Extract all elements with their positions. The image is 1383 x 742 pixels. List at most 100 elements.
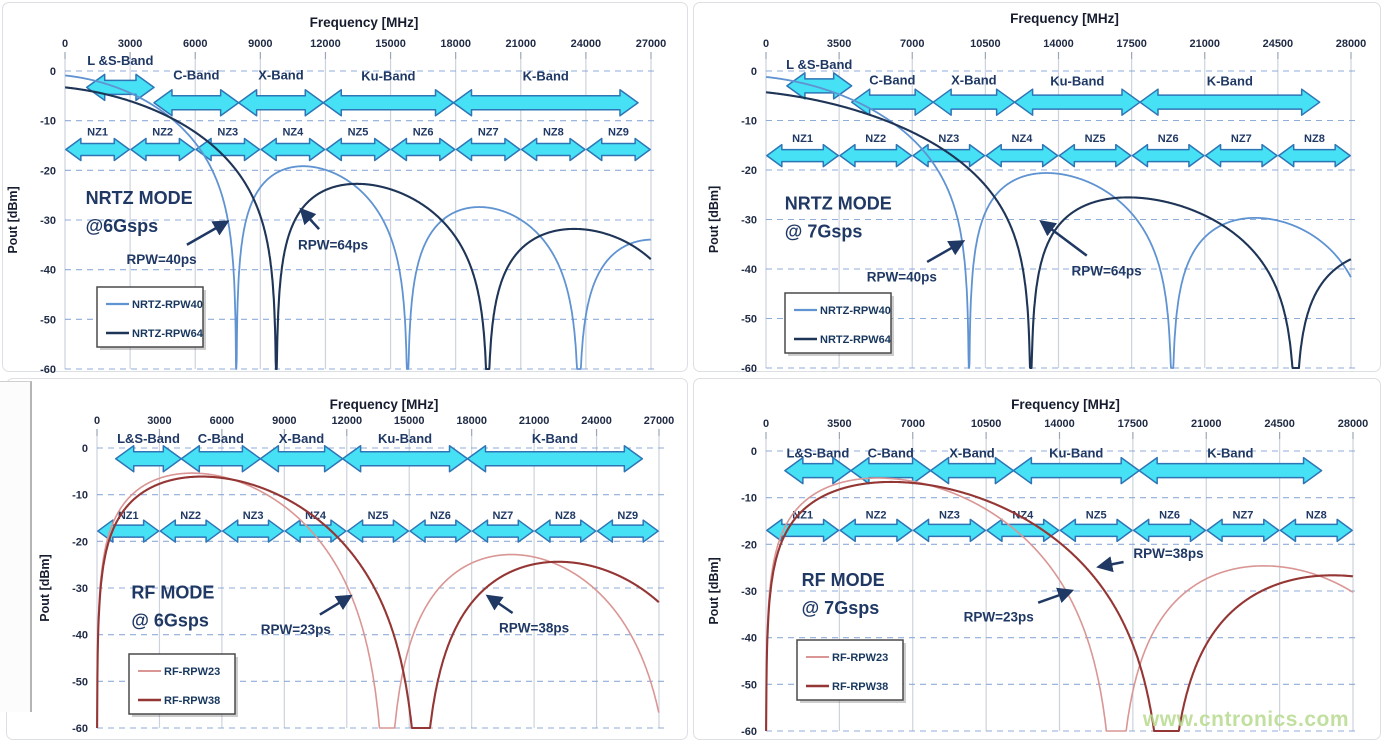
y-axis-title: Pout [dBm] — [38, 554, 52, 621]
x-tick-label: 21000 — [1191, 418, 1222, 430]
x-tick-label: 15000 — [375, 38, 406, 50]
x-axis-title: Frequency [MHz] — [1011, 397, 1120, 412]
band-arrow — [153, 89, 240, 117]
nyquist-zone-arrow — [520, 137, 586, 162]
band-label: L&S-Band — [117, 431, 180, 446]
nyquist-zone-label: NZ4 — [282, 127, 304, 139]
nyquist-zone-label: NZ5 — [368, 510, 389, 522]
x-tick-label: 24500 — [1263, 38, 1294, 50]
x-tick-label: 3000 — [147, 415, 171, 427]
x-tick-label: 21000 — [1189, 38, 1220, 50]
window-edge-artifact — [0, 381, 32, 712]
nyquist-zone-label: NZ8 — [555, 510, 576, 522]
panel-nrtz-mode-6gsps: 0 3000 6000 9000 12000 15000 18000 21000 24000 27… — [2, 2, 688, 376]
y-tick-label: -40 — [72, 630, 88, 642]
x-tick-label: 3000 — [118, 38, 142, 50]
band-label: X-Band — [258, 67, 304, 82]
mode-label-line1: RF MODE — [802, 570, 885, 590]
annotation-arrow — [1037, 587, 1075, 604]
nyquist-zone-arrow — [284, 519, 347, 543]
annotation-text: RPW=64ps — [1071, 263, 1141, 278]
nyquist-zone-label: NZ1 — [792, 133, 813, 145]
nyquist-zone-label: NZ1 — [792, 509, 813, 521]
x-axis-title: Frequency [MHz] — [330, 397, 439, 412]
curve-NRTZ-RPW64 — [765, 91, 1352, 369]
nyquist-zone-arrow — [1204, 143, 1278, 168]
band-arrow — [850, 456, 932, 485]
nyquist-zone-label: NZ2 — [866, 509, 887, 521]
band-arrow — [180, 444, 262, 473]
y-tick-label: -50 — [40, 314, 56, 326]
nyquist-zone-label: NZ3 — [217, 127, 238, 139]
mode-label-line2: @ 7Gsps — [802, 598, 880, 618]
band-arrow — [466, 444, 644, 473]
annotation-arrow — [186, 220, 230, 246]
curve-RF-RPW23 — [765, 477, 1354, 732]
nyquist-zone-arrow — [1131, 143, 1205, 168]
nyquist-zone-label: NZ2 — [865, 133, 886, 145]
nyquist-zone-label: NZ8 — [1304, 133, 1325, 145]
nyquist-zone-label: NZ7 — [492, 510, 513, 522]
x-tick-label: 12000 — [310, 38, 341, 50]
legend-entry-label: NRTZ-RPW40 — [820, 305, 891, 317]
band-label: X-Band — [949, 445, 995, 460]
y-tick-label: -20 — [40, 165, 56, 177]
x-tick-label: 12000 — [331, 415, 362, 427]
band-arrow — [1012, 456, 1140, 485]
nyquist-zone-arrow — [534, 519, 597, 543]
nyquist-zone-arrow — [766, 143, 840, 168]
band-arrow — [932, 88, 1016, 116]
x-tick-label: 6000 — [183, 38, 207, 50]
nyquist-zone-arrow — [65, 137, 130, 162]
y-tick-label: -10 — [741, 116, 757, 128]
nyquist-zone-label: NZ4 — [1012, 133, 1034, 145]
x-tick-label: 18000 — [440, 38, 471, 50]
y-tick-label: -10 — [741, 493, 757, 505]
annotation-text: RPW=23ps — [261, 622, 331, 637]
band-arrow — [341, 444, 469, 473]
x-tick-label: 17500 — [1116, 38, 1147, 50]
band-arrow — [114, 444, 183, 473]
band-label: L&S-Band — [786, 445, 849, 460]
legend-entry-label: NRTZ-RPW40 — [132, 299, 203, 311]
mode-label-line1: RF MODE — [131, 583, 214, 603]
band-arrow — [1138, 456, 1323, 485]
x-tick-label: 0 — [62, 38, 68, 50]
nyquist-zone-label: NZ6 — [413, 127, 434, 139]
nyquist-zone-label: NZ5 — [1085, 133, 1106, 145]
x-tick-label: 10500 — [970, 38, 1001, 50]
nyquist-zone-arrow — [325, 137, 391, 162]
nyquist-zone-arrow — [346, 519, 410, 543]
annotation-arrow — [299, 207, 320, 230]
nyquist-zone-arrow — [260, 137, 326, 162]
band-label: X-Band — [951, 72, 997, 87]
legend-box — [96, 286, 204, 348]
curve-NRTZ-RPW40 — [765, 76, 1352, 369]
x-tick-label: 9000 — [248, 38, 272, 50]
x-tick-label: 27000 — [636, 38, 667, 50]
chart-svg: 0 3500 7000 10500 14000 17500 21000 24500 28000 0… — [707, 397, 1368, 738]
y-tick-label: -20 — [741, 165, 757, 177]
nyquist-zone-label: NZ6 — [430, 510, 451, 522]
y-tick-label: 0 — [82, 443, 88, 455]
panel-nrtz-mode-7gsps: 0 3500 7000 10500 14000 17500 21000 24500 28000 0… — [693, 2, 1381, 375]
x-tick-label: 14000 — [1043, 38, 1074, 50]
y-tick-label: -60 — [72, 723, 88, 735]
x-tick-label: 6000 — [210, 415, 234, 427]
panel-rf-mode-6gsps: 0 3000 6000 9000 12000 15000 18000 21000 24000 27… — [6, 378, 688, 740]
legend-entry-label: RF-RPW38 — [164, 695, 220, 707]
legend-box — [784, 292, 892, 354]
nyquist-zone-arrow — [985, 143, 1059, 168]
annotation-arrow — [926, 240, 966, 264]
legend-entry-label: NRTZ-RPW64 — [820, 334, 892, 346]
x-tick-label: 15000 — [394, 415, 425, 427]
nyquist-zone-label: NZ7 — [478, 127, 499, 139]
nyquist-zone-label: NZ4 — [1012, 509, 1034, 521]
x-tick-label: 3500 — [827, 418, 851, 430]
x-tick-label: 21000 — [505, 38, 536, 50]
band-label: C-Band — [173, 67, 219, 82]
y-tick-label: -40 — [741, 264, 757, 276]
band-arrow — [850, 88, 934, 116]
y-tick-label: 0 — [751, 446, 757, 458]
y-tick-label: -20 — [72, 536, 88, 548]
